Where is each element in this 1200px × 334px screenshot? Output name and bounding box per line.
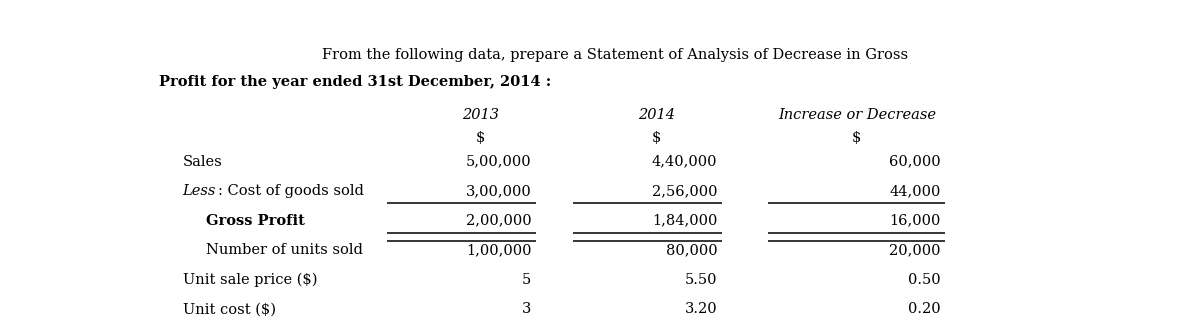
Text: 0.50: 0.50	[908, 273, 941, 287]
Text: 2,56,000: 2,56,000	[652, 184, 718, 198]
Text: Profit for the year ended 31st December, 2014 :: Profit for the year ended 31st December,…	[160, 75, 552, 89]
Text: 1,84,000: 1,84,000	[652, 214, 718, 228]
Text: Unit sale price ($): Unit sale price ($)	[182, 273, 317, 287]
Text: $: $	[475, 131, 485, 145]
Text: 5: 5	[522, 273, 532, 287]
Text: $: $	[652, 131, 661, 145]
Text: From the following data, prepare a Statement of Analysis of Decrease in Gross: From the following data, prepare a State…	[322, 48, 908, 62]
Text: Gross Profit: Gross Profit	[206, 214, 305, 228]
Text: 3,00,000: 3,00,000	[466, 184, 532, 198]
Text: Increase or Decrease: Increase or Decrease	[778, 108, 936, 122]
Text: 80,000: 80,000	[666, 243, 718, 257]
Text: 60,000: 60,000	[889, 155, 941, 169]
Text: 2013: 2013	[462, 108, 499, 122]
Text: 20,000: 20,000	[889, 243, 941, 257]
Text: 1,00,000: 1,00,000	[466, 243, 532, 257]
Text: 5.50: 5.50	[685, 273, 718, 287]
Text: Unit cost ($): Unit cost ($)	[182, 302, 276, 316]
Text: Sales: Sales	[182, 155, 222, 169]
Text: 44,000: 44,000	[889, 184, 941, 198]
Text: 3: 3	[522, 302, 532, 316]
Text: $: $	[852, 131, 862, 145]
Text: : Cost of goods sold: : Cost of goods sold	[218, 184, 364, 198]
Text: 16,000: 16,000	[889, 214, 941, 228]
Text: 3.20: 3.20	[685, 302, 718, 316]
Text: Number of units sold: Number of units sold	[206, 243, 362, 257]
Text: 2014: 2014	[638, 108, 676, 122]
Text: 5,00,000: 5,00,000	[466, 155, 532, 169]
Text: 4,40,000: 4,40,000	[652, 155, 718, 169]
Text: 0.20: 0.20	[908, 302, 941, 316]
Text: 2,00,000: 2,00,000	[466, 214, 532, 228]
Text: Less: Less	[182, 184, 216, 198]
